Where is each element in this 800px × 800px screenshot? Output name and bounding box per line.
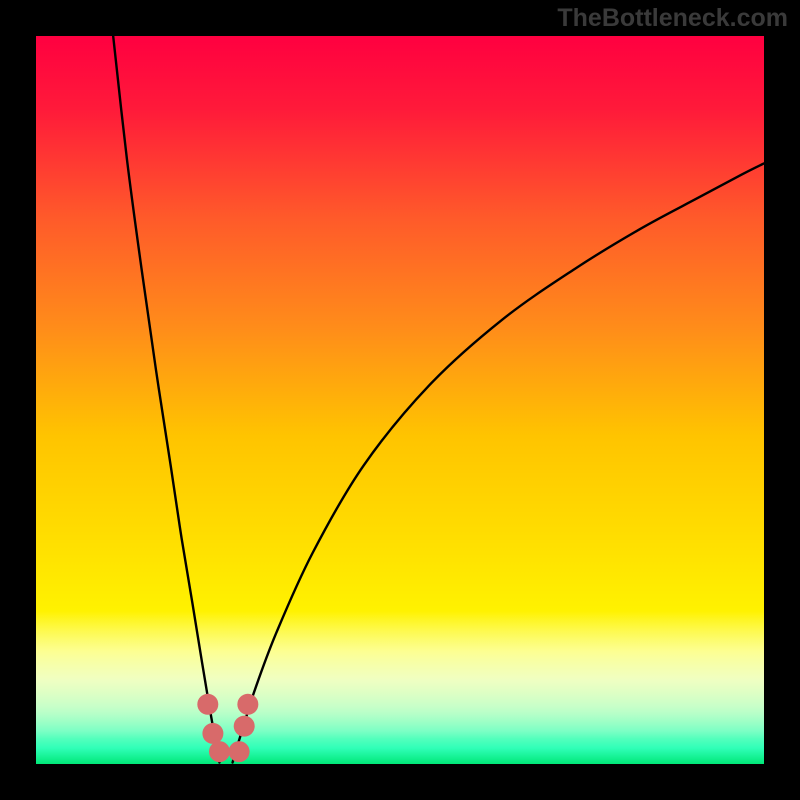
data-marker: [229, 741, 250, 762]
watermark-text: TheBottleneck.com: [557, 4, 788, 33]
data-marker: [234, 716, 255, 737]
data-marker: [197, 694, 218, 715]
pale-band: [36, 611, 764, 738]
data-marker: [202, 723, 223, 744]
figure-container: TheBottleneck.com: [0, 0, 800, 800]
data-marker: [209, 741, 230, 762]
data-marker: [237, 694, 258, 715]
plot-area: [36, 36, 764, 764]
